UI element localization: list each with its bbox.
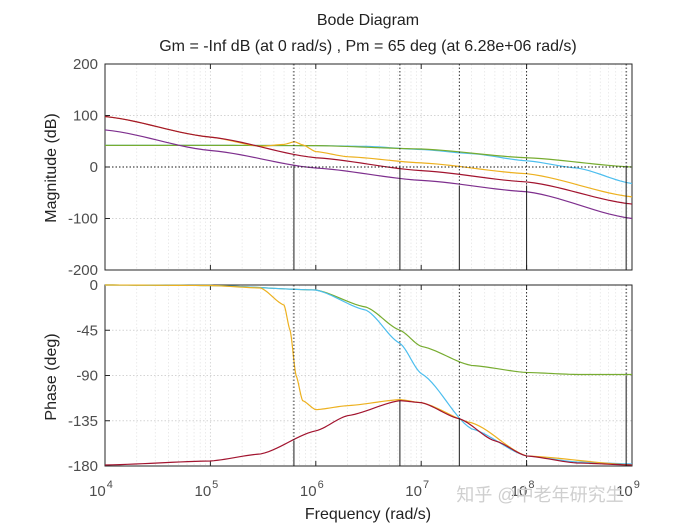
magnitude-y-tick-label: -100 <box>68 211 98 228</box>
x-tick-exponent: 5 <box>212 479 218 491</box>
magnitude-y-axis-label: Magnitude (dB) <box>43 113 60 222</box>
magnitude-series-green <box>105 144 633 168</box>
x-tick-label: 104 <box>89 479 113 500</box>
x-axis-label: Frequency (rad/s) <box>305 506 431 523</box>
magnitude-series-purple <box>104 129 633 220</box>
phase-series-teal <box>104 284 633 465</box>
x-tick-label: 105 <box>194 479 218 500</box>
phase-y-tick-label: -135 <box>68 413 98 430</box>
x-tick-label: 107 <box>405 479 429 500</box>
phase-y-tick-label: -180 <box>68 458 98 475</box>
phase-y-axis-label: Phase (deg) <box>43 333 60 420</box>
phase-y-tick-label: -45 <box>76 322 98 339</box>
chart-title: Bode Diagram <box>317 12 419 29</box>
phase-series-green <box>104 284 632 376</box>
x-tick-exponent: 7 <box>423 479 429 491</box>
phase-y-tick-label: -90 <box>76 368 98 385</box>
phase-y-tick-label: 0 <box>90 277 98 294</box>
magnitude-series-yellow <box>104 115 633 198</box>
x-tick-exponent: 6 <box>318 479 324 491</box>
magnitude-y-tick-label: 0 <box>90 159 98 176</box>
x-tick-exponent: 4 <box>107 479 113 491</box>
x-tick-label: 106 <box>300 479 324 500</box>
chart-subtitle: Gm = -Inf dB (at 0 rad/s) , Pm = 65 deg … <box>159 38 577 55</box>
magnitude-panel: 200 100 0 -100 -200 <box>68 56 633 279</box>
phase-series-maroon <box>104 400 633 466</box>
x-tick-exponent: 9 <box>634 479 640 491</box>
x-tick-exponent: 8 <box>528 479 534 491</box>
magnitude-series-maroon <box>104 115 633 205</box>
watermark-text: 知乎 @中老年研究生 <box>456 485 623 505</box>
magnitude-y-tick-label: 100 <box>73 108 98 125</box>
magnitude-y-tick-label: 200 <box>73 56 98 73</box>
magnitude-y-tick-label: -200 <box>68 262 98 279</box>
